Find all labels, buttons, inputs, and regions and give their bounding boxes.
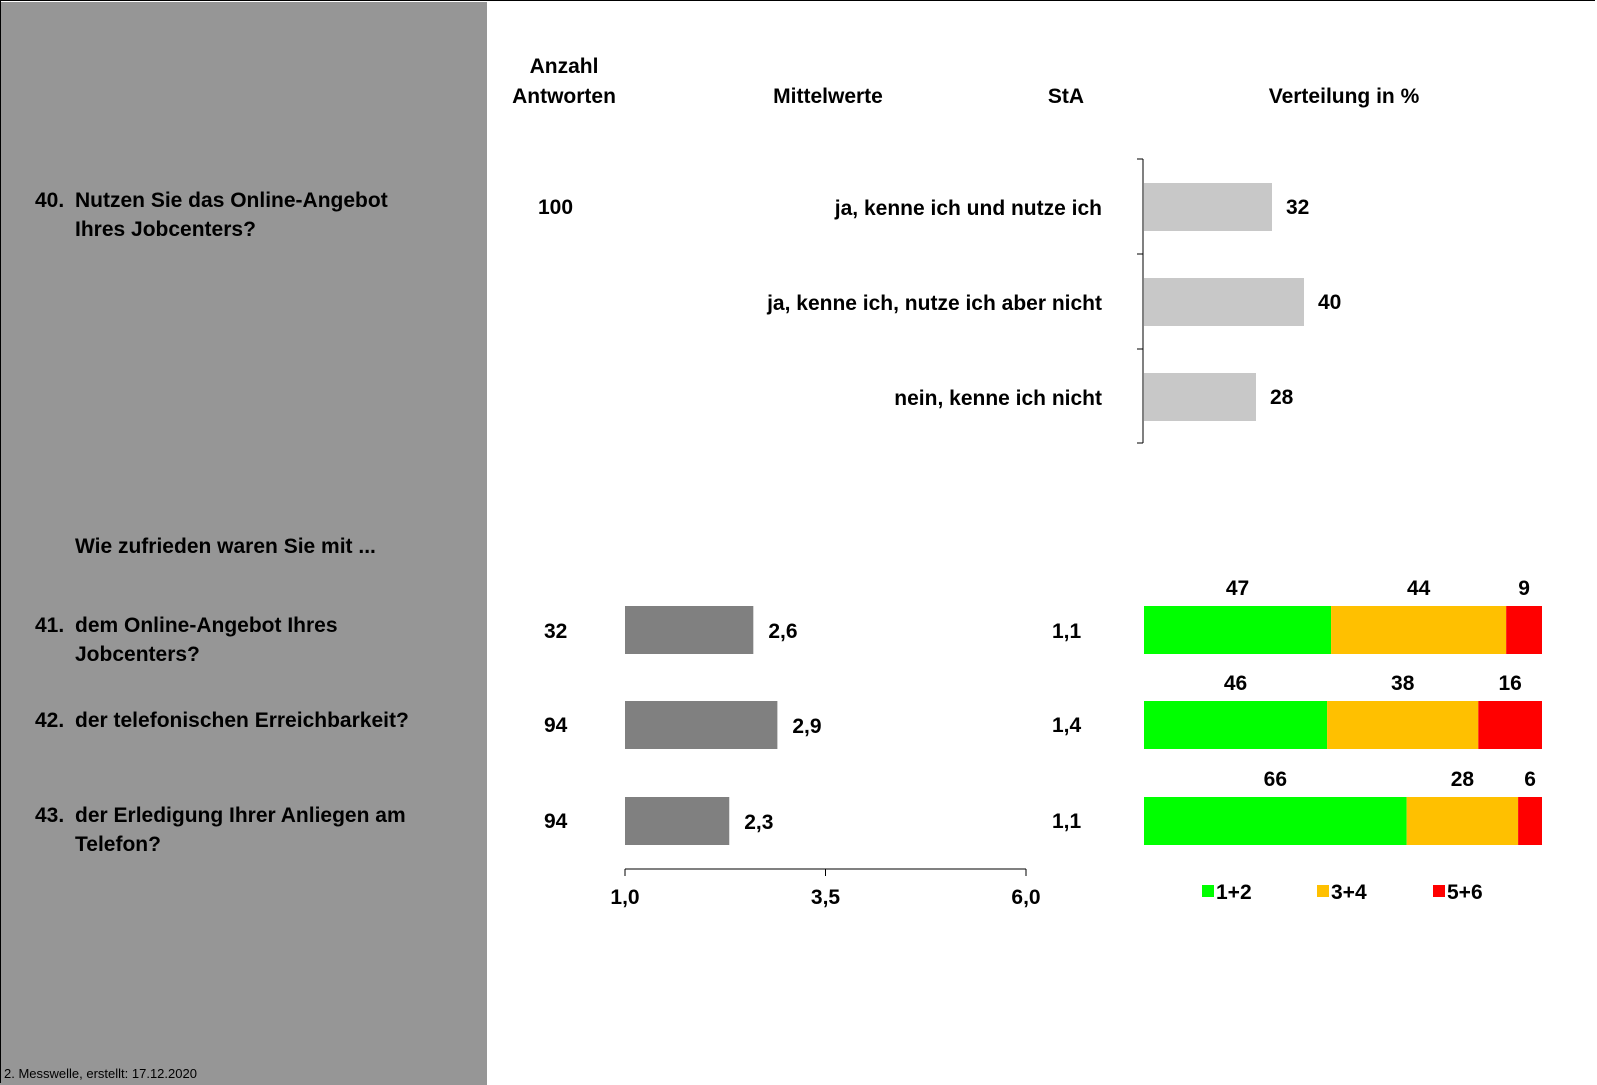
question-text-line1: der telefonischen Erreichbarkeit? [75, 709, 409, 732]
footer-note: 2. Messwelle, erstellt: 17.12.2020 [4, 1066, 197, 1081]
segment-value-label: 38 [1391, 672, 1415, 695]
x-tick-label: 3,5 [811, 886, 841, 909]
bar-value-label: 28 [1270, 386, 1294, 409]
question-number: 42. [35, 709, 65, 732]
question-text-line2: Telefon? [75, 833, 161, 856]
legend-swatch [1202, 885, 1214, 897]
category-label: ja, kenne ich und nutze ich [834, 197, 1102, 220]
count-q43: 94 [544, 810, 568, 833]
stack-segment [1478, 701, 1542, 749]
distribution-stacked-chart: 47 44 9 46 38 16 66 28 6 1+2 3+4 5+6 [1144, 577, 1542, 904]
stack-segment [1506, 606, 1542, 654]
answer-bar [1144, 278, 1304, 326]
question-number: 41. [35, 614, 65, 637]
mean-values-chart: 2,6 2,9 2,3 1,0 3,5 6,0 [610, 606, 1041, 909]
segment-value-label: 44 [1407, 577, 1431, 600]
stack-segment [1331, 606, 1507, 654]
stack-segment [1144, 701, 1328, 749]
answer-bar [1144, 183, 1272, 231]
question-sidebar [0, 2, 487, 1085]
question-number: 43. [35, 804, 65, 827]
stack-segment [1518, 797, 1542, 845]
count-q40: 100 [538, 196, 574, 219]
question-42: 42. der telefonischen Erreichbarkeit? [35, 706, 485, 736]
answer-bar [1144, 373, 1256, 421]
bar-value-label: 40 [1318, 291, 1341, 314]
question-number: 40. [35, 189, 65, 212]
x-tick-label: 1,0 [610, 886, 639, 909]
header-verteilung: Verteilung in % [1268, 85, 1420, 108]
segment-value-label: 66 [1264, 768, 1287, 791]
question-text-line2: Ihres Jobcenters? [75, 218, 256, 241]
sta-q42: 1,4 [1052, 714, 1082, 737]
category-label: nein, kenne ich nicht [894, 387, 1102, 410]
segment-value-label: 16 [1498, 672, 1521, 695]
x-tick-label: 6,0 [1011, 886, 1040, 909]
question-41: 41. dem Online-Angebot Ihres Jobcenters? [35, 611, 475, 671]
question-text-line1: dem Online-Angebot Ihres [75, 614, 338, 637]
question-43: 43. der Erledigung Ihrer Anliegen am Tel… [35, 801, 475, 861]
header-anzahl-line2: Antworten [512, 85, 616, 108]
section-title: Wie zufrieden waren Sie mit ... [75, 535, 376, 558]
count-q41: 32 [544, 620, 568, 643]
question-text-line1: der Erledigung Ihrer Anliegen am [75, 804, 406, 827]
legend-label: 1+2 [1216, 881, 1252, 904]
segment-value-label: 46 [1224, 672, 1247, 695]
header-mittelwerte: Mittelwerte [773, 85, 883, 108]
stack-segment [1406, 797, 1519, 845]
header-anzahl-line1: Anzahl [529, 55, 599, 78]
question-text-line2: Jobcenters? [75, 643, 200, 666]
mean-value-label: 2,3 [744, 811, 773, 834]
mean-value-label: 2,6 [768, 620, 797, 643]
mean-value-label: 2,9 [792, 715, 821, 738]
mean-bar [625, 606, 754, 654]
bar-value-label: 32 [1286, 196, 1309, 219]
header-sta: StA [1047, 85, 1085, 108]
legend-label: 5+6 [1447, 881, 1483, 904]
header-anzahl: Anzahl Antworten [494, 52, 634, 112]
question-40: 40. Nutzen Sie das Online-Angebot Ihres … [35, 186, 475, 246]
stack-segment [1144, 606, 1332, 654]
mean-bar [625, 701, 778, 749]
category-label: ja, kenne ich, nutze ich aber nicht [766, 292, 1102, 315]
stack-segment [1327, 701, 1479, 749]
sta-q43: 1,1 [1052, 810, 1082, 833]
sta-q41: 1,1 [1052, 620, 1082, 643]
segment-value-label: 6 [1524, 768, 1536, 791]
segment-value-label: 47 [1226, 577, 1249, 600]
legend-label: 3+4 [1331, 881, 1367, 904]
segment-value-label: 9 [1518, 577, 1530, 600]
stack-segment [1144, 797, 1407, 845]
legend-swatch [1317, 885, 1329, 897]
answer-distribution-chart: 32 ja, kenne ich und nutze ich 40 ja, kenne… [766, 158, 1341, 444]
question-text-line1: Nutzen Sie das Online-Angebot [75, 189, 388, 212]
legend-swatch [1433, 885, 1445, 897]
segment-value-label: 28 [1451, 768, 1475, 791]
count-q42: 94 [544, 714, 568, 737]
mean-bar [625, 797, 730, 845]
